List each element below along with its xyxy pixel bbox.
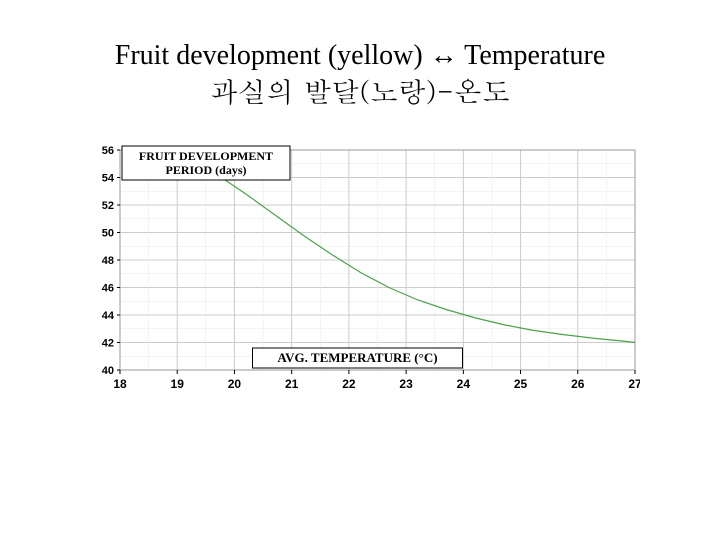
x-tick-label: 26 [571,377,585,391]
x-tick-label: 27 [628,377,640,391]
y-tick-label: 50 [102,228,114,240]
y-axis-label-1: FRUIT DEVELOPMENT [139,149,273,163]
x-axis-label: AVG. TEMPERATURE (°C) [277,350,437,365]
x-tick-label: 24 [457,377,471,391]
x-tick-label: 19 [171,377,185,391]
slide: Fruit development (yellow) ↔ Temperature… [0,0,720,540]
title-line-2: 과실의 발달(노랑)-온도 [0,73,720,108]
y-tick-label: 42 [102,338,114,350]
y-tick-label: 44 [102,310,115,322]
y-tick-label: 46 [102,283,114,295]
y-tick-label: 56 [102,145,114,157]
chart-svg: 40 42 44 46 48 50 52 54 56 18 19 20 21 22 23 24 25 26 27 FR… [80,140,640,400]
title-block: Fruit development (yellow) ↔ Temperature… [0,38,720,108]
chart-container: 40 42 44 46 48 50 52 54 56 18 19 20 21 22 23 24 25 26 27 FR… [80,140,640,400]
y-tick-label: 48 [102,255,114,267]
y-tick-label: 52 [102,200,114,212]
x-tick-label: 22 [342,377,356,391]
x-tick-label: 25 [514,377,528,391]
title-line-1: Fruit development (yellow) ↔ Temperature [0,38,720,73]
y-tick-label: 54 [102,173,115,185]
x-tick-label: 21 [285,377,299,391]
y-tick-label: 40 [102,365,114,377]
x-tick-label: 18 [113,377,127,391]
y-axis-label-2: PERIOD (days) [165,163,246,177]
x-tick-label: 20 [228,377,242,391]
x-tick-label: 23 [399,377,413,391]
